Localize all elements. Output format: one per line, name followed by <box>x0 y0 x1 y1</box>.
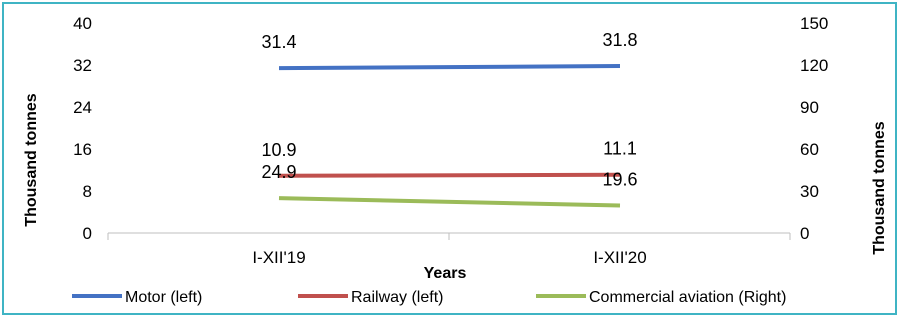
legend-label: Commercial aviation (Right) <box>589 289 786 306</box>
y-left-tick-label: 24 <box>73 98 92 117</box>
y-left-tick-label: 8 <box>83 182 92 201</box>
y-right-tick-label: 60 <box>800 140 819 159</box>
series-line <box>278 64 621 71</box>
x-tick-label: I-XII'20 <box>593 248 646 267</box>
data-label: 11.1 <box>603 139 637 159</box>
data-labels: 31.4 31.8 10.9 11.1 24.9 19.6 <box>261 30 637 190</box>
y-right-tick-label: 30 <box>800 182 819 201</box>
x-axis-tick-labels: I-XII'19 I-XII'20 <box>252 248 646 267</box>
series-lines <box>278 64 621 208</box>
y-left-tick-label: 0 <box>83 224 92 243</box>
data-label: 31.8 <box>602 30 637 50</box>
data-label: 19.6 <box>602 170 637 190</box>
data-label: 31.4 <box>261 32 296 52</box>
y-right-tick-label: 150 <box>800 14 828 33</box>
legend: Motor (left) Railway (left) Commercial avi… <box>72 289 786 306</box>
y-left-tick-label: 40 <box>73 14 92 33</box>
x-tick-label: I-XII'19 <box>252 248 305 267</box>
legend-label: Railway (left) <box>351 289 443 306</box>
legend-label: Motor (left) <box>125 289 202 306</box>
data-label: 24.9 <box>261 162 296 182</box>
y-axis-left-ticks: 0 8 16 24 32 40 <box>73 14 92 243</box>
series-line <box>278 196 621 208</box>
y-left-tick-label: 16 <box>73 140 92 159</box>
y-axis-right-title: Thousand tonnes <box>871 121 888 254</box>
y-right-tick-label: 120 <box>800 56 828 75</box>
chart-frame <box>2 2 897 315</box>
y-axis-right-ticks: 0 30 60 90 120 150 <box>800 14 828 243</box>
x-axis-title: Years <box>424 265 467 282</box>
y-right-tick-label: 90 <box>800 98 819 117</box>
series-line <box>278 172 621 178</box>
y-axis-left-title: Thousand tonnes <box>23 93 40 226</box>
y-right-tick-label: 0 <box>800 224 809 243</box>
data-label: 10.9 <box>261 140 296 160</box>
y-left-tick-label: 32 <box>73 56 92 75</box>
